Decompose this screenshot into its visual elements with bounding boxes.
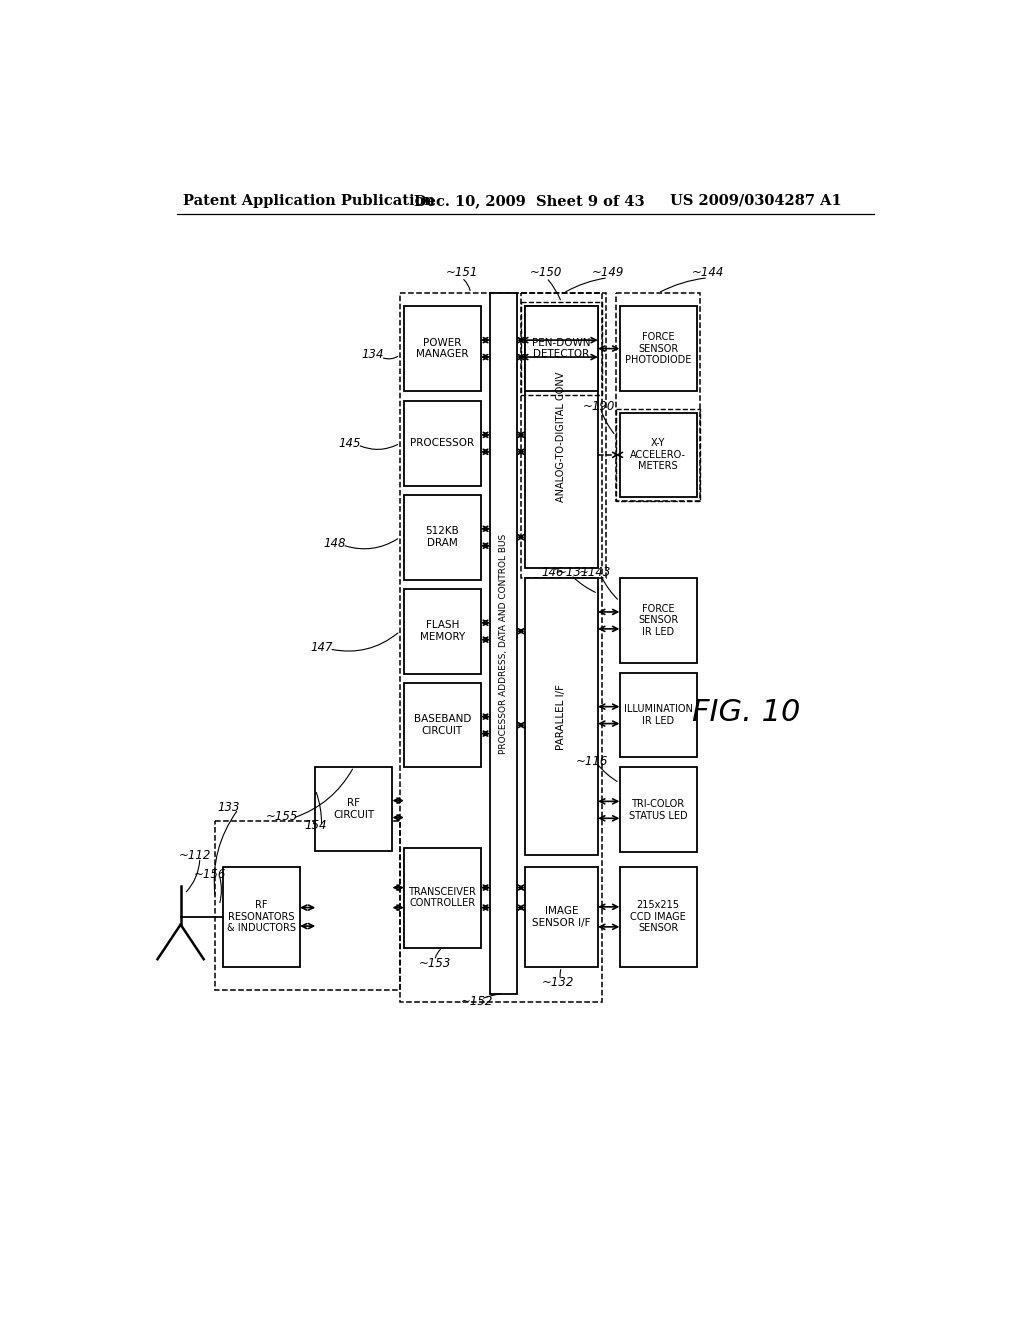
Text: ~150: ~150 (530, 265, 562, 279)
Text: Dec. 10, 2009  Sheet 9 of 43: Dec. 10, 2009 Sheet 9 of 43 (414, 194, 644, 207)
Bar (620, 578, 696, 663)
Bar (620, 867, 696, 966)
Text: ~152: ~152 (461, 995, 494, 1008)
Text: 215x215
CCD IMAGE
SENSOR: 215x215 CCD IMAGE SENSOR (630, 900, 686, 933)
Bar (620, 673, 696, 758)
Text: ~131: ~131 (557, 566, 590, 579)
Text: ~112: ~112 (178, 849, 211, 862)
Bar (215, 821, 400, 990)
Bar (403, 495, 481, 579)
Text: TRI-COLOR
STATUS LED: TRI-COLOR STATUS LED (629, 799, 687, 821)
Text: ILLUMINATION
IR LED: ILLUMINATION IR LED (624, 705, 692, 726)
Text: ~149: ~149 (592, 265, 625, 279)
Text: FIG. 10: FIG. 10 (692, 698, 801, 727)
Bar (524, 306, 598, 568)
Bar (620, 306, 696, 391)
Text: 512KB
DRAM: 512KB DRAM (426, 527, 460, 548)
Bar (403, 306, 481, 391)
Text: PROCESSOR: PROCESSOR (411, 438, 474, 449)
Bar (615, 293, 700, 502)
Text: PEN-DOWN
DETECTOR: PEN-DOWN DETECTOR (532, 338, 591, 359)
Text: X-Y
ACCELERO-
METERS: X-Y ACCELERO- METERS (630, 438, 686, 471)
Text: FLASH
MEMORY: FLASH MEMORY (420, 620, 465, 642)
Text: ~153: ~153 (419, 957, 451, 970)
Bar (403, 847, 481, 948)
Text: 145: 145 (339, 437, 361, 450)
Text: FORCE
SENSOR
PHOTODIODE: FORCE SENSOR PHOTODIODE (625, 333, 691, 366)
Bar (223, 867, 300, 966)
Bar (521, 293, 605, 578)
Text: IMAGE
SENSOR I/F: IMAGE SENSOR I/F (532, 906, 591, 928)
Text: ~116: ~116 (575, 755, 608, 768)
Text: POWER
MANAGER: POWER MANAGER (416, 338, 469, 359)
Text: BASEBAND
CIRCUIT: BASEBAND CIRCUIT (414, 714, 471, 737)
Text: Patent Application Publication: Patent Application Publication (183, 194, 435, 207)
Text: US 2009/0304287 A1: US 2009/0304287 A1 (670, 194, 842, 207)
Bar (490, 293, 517, 994)
Text: RF
CIRCUIT: RF CIRCUIT (333, 799, 375, 820)
Bar (403, 589, 481, 673)
Text: 133: 133 (218, 801, 241, 814)
Text: PROCESSOR ADDRESS, DATA AND CONTROL BUS: PROCESSOR ADDRESS, DATA AND CONTROL BUS (499, 533, 508, 754)
Bar (524, 578, 598, 855)
Bar (524, 306, 598, 391)
Text: 134: 134 (361, 348, 384, 362)
Text: TRANSCEIVER
CONTROLLER: TRANSCEIVER CONTROLLER (409, 887, 476, 908)
Text: RF
RESONATORS
& INDUCTORS: RF RESONATORS & INDUCTORS (227, 900, 296, 933)
Text: ~155: ~155 (266, 810, 298, 824)
Text: ~143: ~143 (579, 566, 611, 579)
Bar (620, 412, 696, 498)
Text: ~156: ~156 (194, 869, 226, 880)
Text: ~151: ~151 (445, 265, 478, 279)
Text: ~132: ~132 (542, 975, 574, 989)
Bar (615, 409, 700, 502)
Text: 154: 154 (304, 820, 327, 833)
Text: ANALOG-TO-DIGITAL CONV: ANALOG-TO-DIGITAL CONV (556, 372, 566, 503)
Text: ~190: ~190 (583, 400, 614, 413)
Text: FORCE
SENSOR
IR LED: FORCE SENSOR IR LED (638, 603, 678, 638)
Bar (620, 767, 696, 853)
Bar (521, 302, 602, 395)
Bar (403, 682, 481, 767)
Bar (400, 293, 602, 1002)
Text: 148: 148 (324, 537, 346, 550)
Bar (403, 401, 481, 486)
Bar (315, 767, 392, 851)
Text: 146: 146 (542, 566, 564, 579)
Text: ~144: ~144 (692, 265, 724, 279)
Text: PARALLEL I/F: PARALLEL I/F (556, 684, 566, 750)
Bar (524, 867, 598, 966)
Text: 147: 147 (310, 640, 333, 653)
